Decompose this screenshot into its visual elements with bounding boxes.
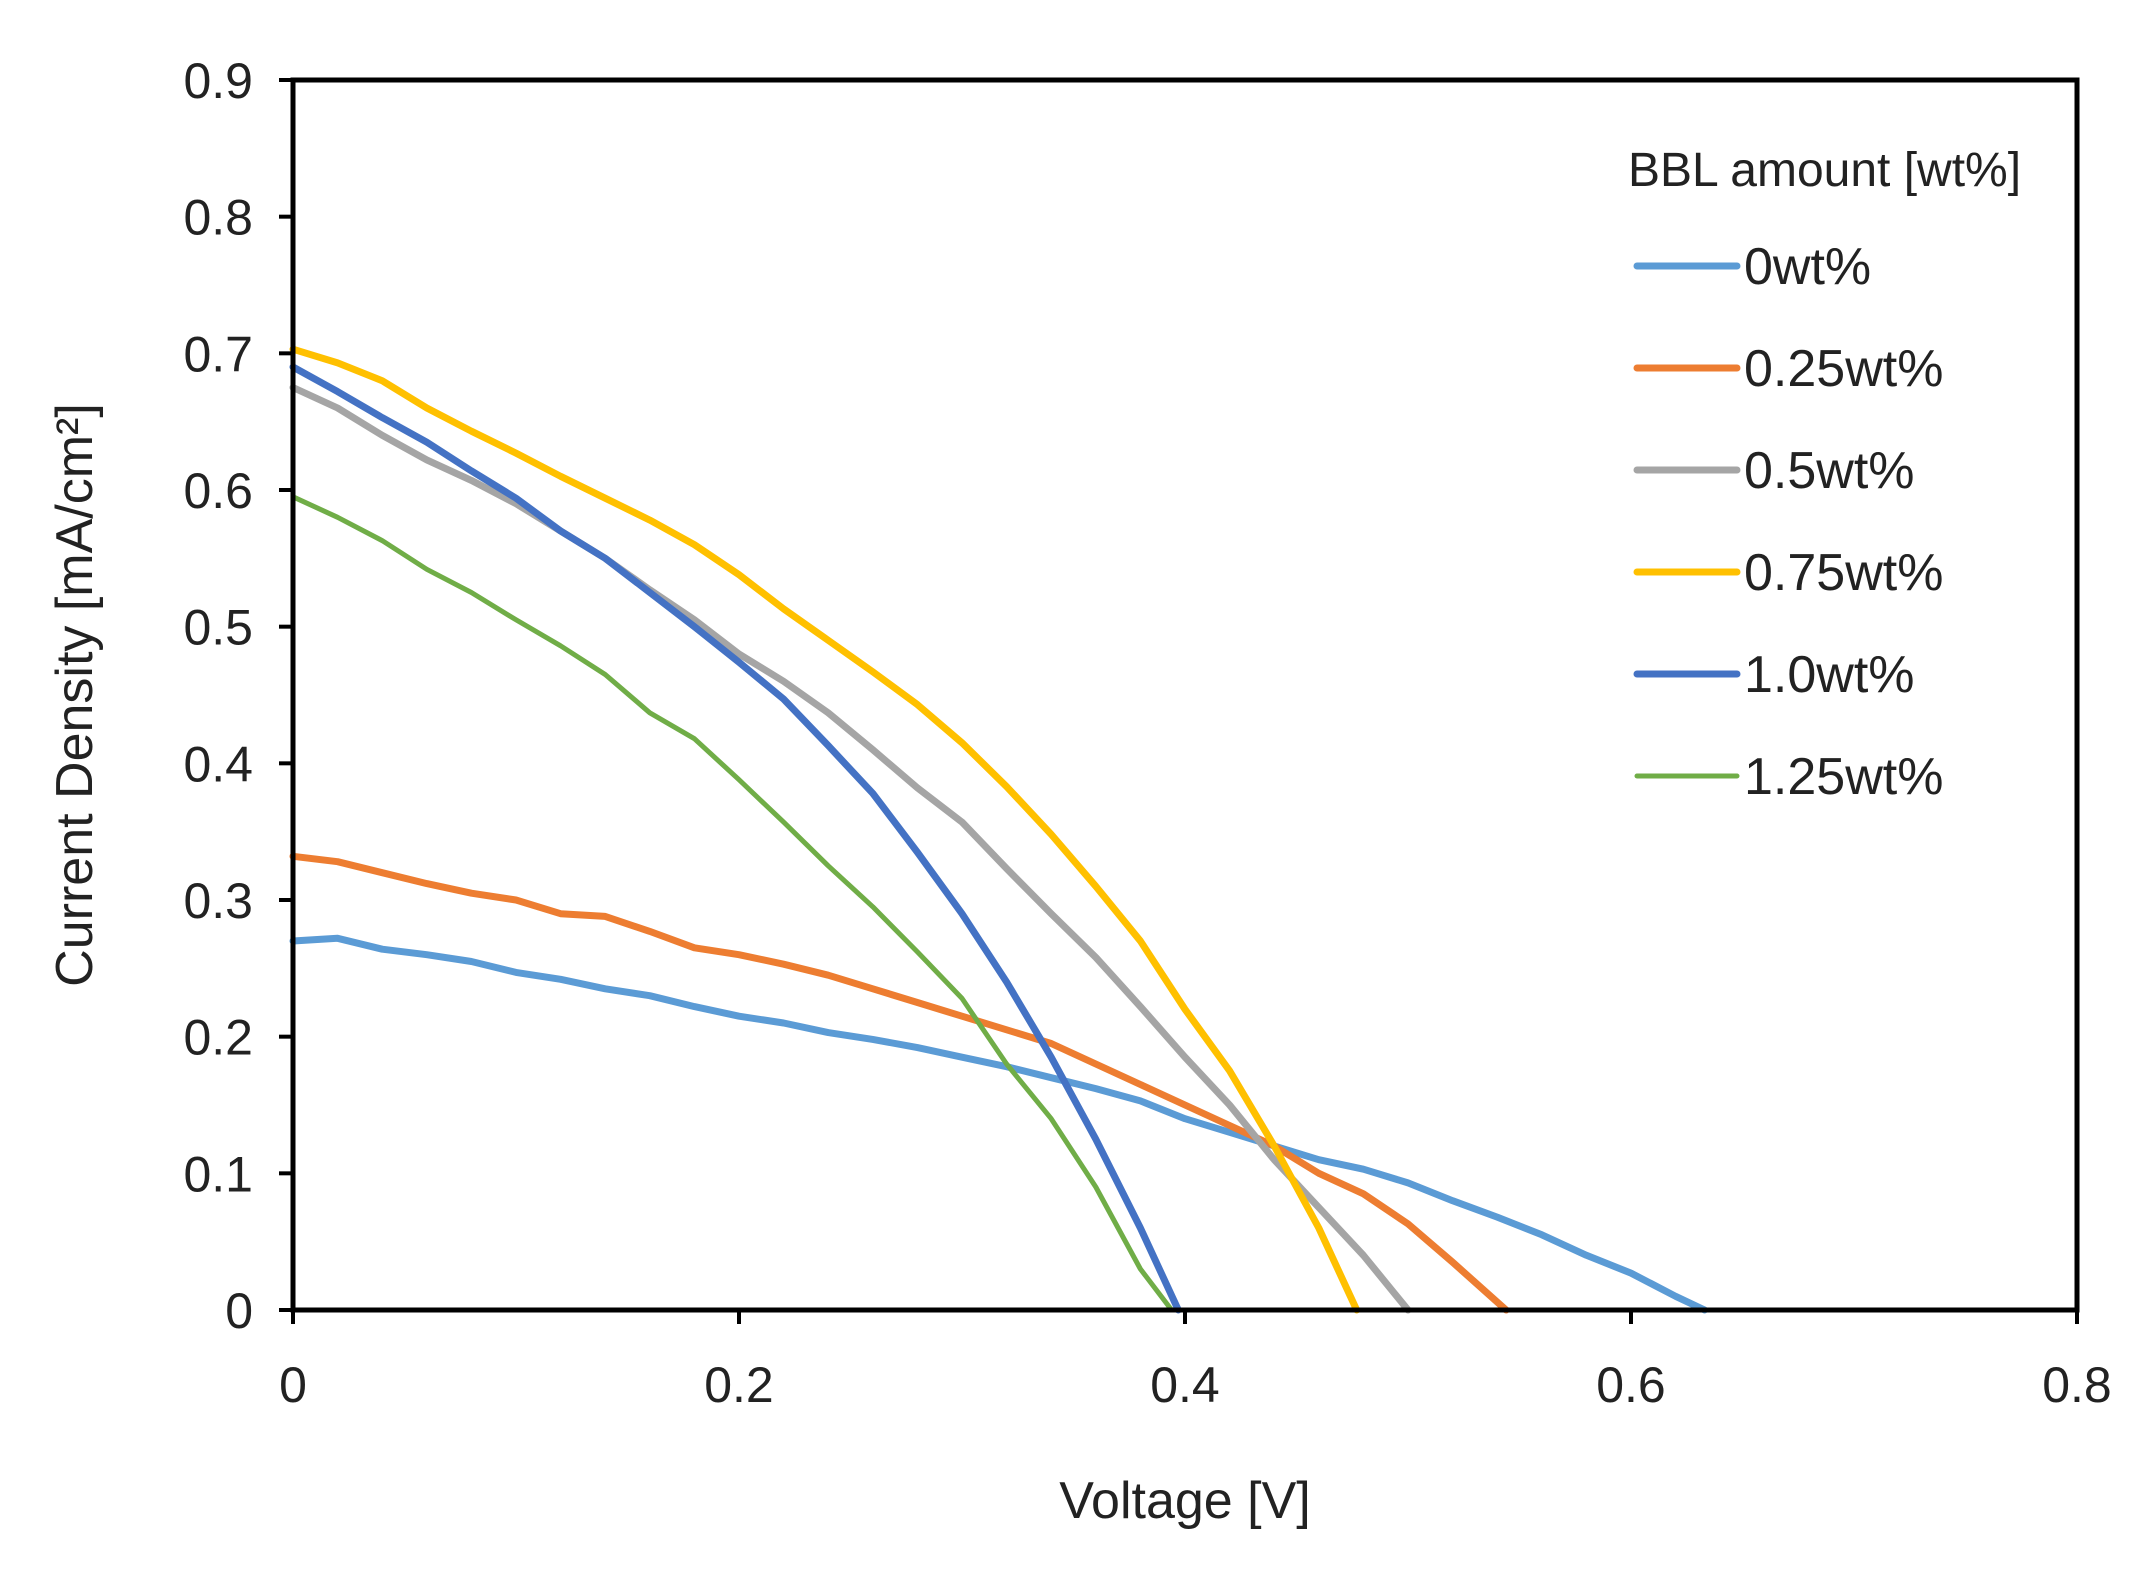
series-line-1-0wt: [289, 363, 1182, 1314]
x-axis-title: Voltage [V]: [1059, 1472, 1311, 1530]
x-tick-label: 0.2: [704, 1357, 774, 1413]
y-tick-label: 0.2: [183, 1010, 253, 1066]
legend-label-1-0wt: 1.0wt%: [1744, 646, 1915, 704]
legend-label-0-5wt: 0.5wt%: [1744, 442, 1915, 500]
legend-title: BBL amount [wt%]: [1628, 144, 2021, 197]
legend-label-0wt: 0wt%: [1744, 238, 1871, 296]
series-line-0-25wt: [289, 852, 1510, 1314]
y-tick-label: 0.5: [183, 600, 253, 656]
x-tick-label: 0.4: [1150, 1357, 1220, 1413]
ticks-layer: [279, 78, 2079, 1324]
series-line-0-75wt: [289, 345, 1361, 1314]
x-tick-label: 0.6: [1596, 1357, 1666, 1413]
legend-label-0-75wt: 0.75wt%: [1744, 544, 1943, 602]
series-line-1-25wt: [290, 494, 1175, 1313]
y-tick-label: 0.6: [183, 463, 253, 519]
legend: BBL amount [wt%] 0wt% 0.25wt% 0.5wt% 0.75wt…: [1628, 144, 2021, 806]
legend-items: 0wt% 0.25wt% 0.5wt% 0.75wt% 1.0wt% 1.25wt%: [1633, 238, 1943, 806]
y-tick-label: 0.7: [183, 326, 253, 382]
y-tick-label: 0: [225, 1283, 253, 1339]
tick-labels-layer: 0 0.1 0.2 0.3 0.4 0.5 0.6 0.7 0.8 0.9 0 0.2 0.4 0.6 0.…: [183, 53, 2111, 1413]
y-tick-label: 0.1: [183, 1146, 253, 1202]
legend-label-1-25wt: 1.25wt%: [1744, 748, 1943, 806]
y-tick-label: 0.8: [183, 190, 253, 246]
y-tick-label: 0.3: [183, 873, 253, 929]
y-axis-title: Current Density [mA/cm²]: [46, 403, 104, 987]
x-tick-label: 0: [279, 1357, 307, 1413]
y-tick-label: 0.9: [183, 53, 253, 109]
y-tick-label: 0.4: [183, 736, 253, 792]
legend-label-0-25wt: 0.25wt%: [1744, 340, 1943, 398]
x-tick-label: 0.8: [2042, 1357, 2112, 1413]
series-line-0-5wt: [289, 384, 1412, 1314]
series-layer: [289, 345, 1709, 1314]
